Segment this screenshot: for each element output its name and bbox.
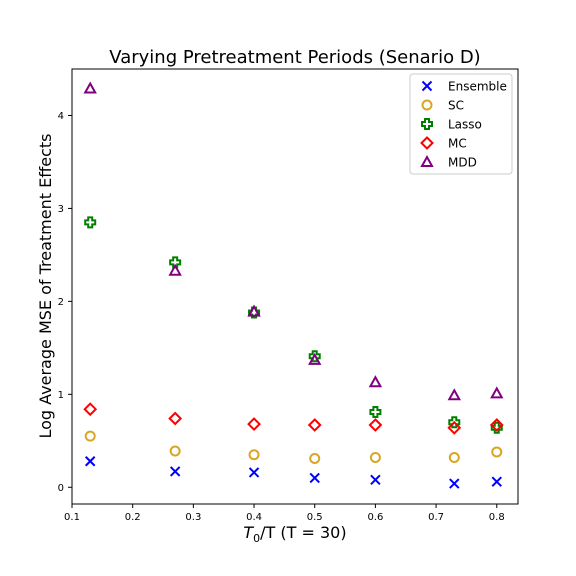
y-tick-label: 0 <box>58 483 64 494</box>
mc-point <box>307 418 322 432</box>
sc-point <box>309 452 321 464</box>
ensemble-point <box>84 456 96 467</box>
mdd-point <box>247 304 261 317</box>
x-axis-label-t: T <box>243 523 254 542</box>
sc-point <box>491 446 503 458</box>
axis-ticks: 0.1 0.2 0.3 0.4 0.5 0.6 0.7 0.8 0 1 2 3 4 <box>58 111 505 523</box>
ensemble-point <box>491 476 502 487</box>
legend-label-ensemble: Ensemble <box>448 80 507 94</box>
data-points <box>83 81 504 489</box>
y-axis-label: Log Average MSE of Treatment Effects <box>36 134 55 439</box>
ensemble-point <box>370 474 381 486</box>
y-tick-label: 4 <box>58 111 64 122</box>
x-tick-label: 0.1 <box>64 512 80 523</box>
lasso-point <box>308 350 321 363</box>
legend-label-mc: MC <box>448 137 467 151</box>
lasso-point <box>369 405 382 418</box>
ensemble-point <box>169 466 181 477</box>
sc-point <box>248 449 260 461</box>
y-tick-label: 3 <box>58 204 64 215</box>
legend-marker-lasso <box>421 118 433 130</box>
mc-point <box>447 420 462 435</box>
mdd-point <box>447 388 461 401</box>
mc-point <box>489 418 504 432</box>
lasso-point <box>84 216 97 229</box>
x-axis-label-rest: /T (T = 30) <box>260 523 346 542</box>
x-tick-label: 0.8 <box>489 512 505 523</box>
legend-label-mdd: MDD <box>448 156 477 170</box>
chart-title: Varying Pretreatment Periods (Senario D) <box>109 47 480 68</box>
ensemble-point <box>449 478 460 489</box>
sc-point <box>169 445 181 457</box>
mdd-point <box>490 386 504 399</box>
plot-frame <box>71 68 519 505</box>
ensemble-point <box>248 467 260 478</box>
legend-label-sc: SC <box>448 99 464 113</box>
legend-marker-sc <box>421 99 433 111</box>
y-tick-label: 1 <box>58 390 64 401</box>
mdd-point <box>368 375 383 388</box>
x-axis-label: T0/T (T = 30) <box>243 523 346 545</box>
x-tick-label: 0.3 <box>185 512 201 523</box>
x-tick-label: 0.7 <box>428 512 444 523</box>
sc-point <box>448 452 460 464</box>
legend-box <box>409 73 513 175</box>
legend: Ensemble SC Lasso MC MDD <box>409 73 513 175</box>
mdd-point <box>168 263 182 276</box>
mc-point <box>247 417 261 431</box>
x-axis-label-subscript: 0 <box>253 532 260 545</box>
x-tick-label: 0.4 <box>246 512 262 523</box>
legend-marker-ensemble <box>421 80 433 92</box>
ensemble-point <box>309 472 320 484</box>
sc-point <box>369 452 381 464</box>
legend-marker-mdd <box>420 154 434 167</box>
x-tick-label: 0.5 <box>307 512 323 523</box>
legend-marker-mc <box>420 136 434 150</box>
legend-label-lasso: Lasso <box>448 118 482 132</box>
lasso-point <box>448 416 461 429</box>
mdd-point <box>83 81 97 94</box>
y-tick-label: 2 <box>58 297 64 308</box>
x-tick-label: 0.2 <box>125 512 141 523</box>
mc-point <box>368 418 383 432</box>
sc-point <box>84 430 96 442</box>
mdd-point <box>308 352 322 365</box>
x-tick-label: 0.6 <box>367 512 383 523</box>
mc-point <box>168 411 183 426</box>
mc-point <box>83 402 98 417</box>
